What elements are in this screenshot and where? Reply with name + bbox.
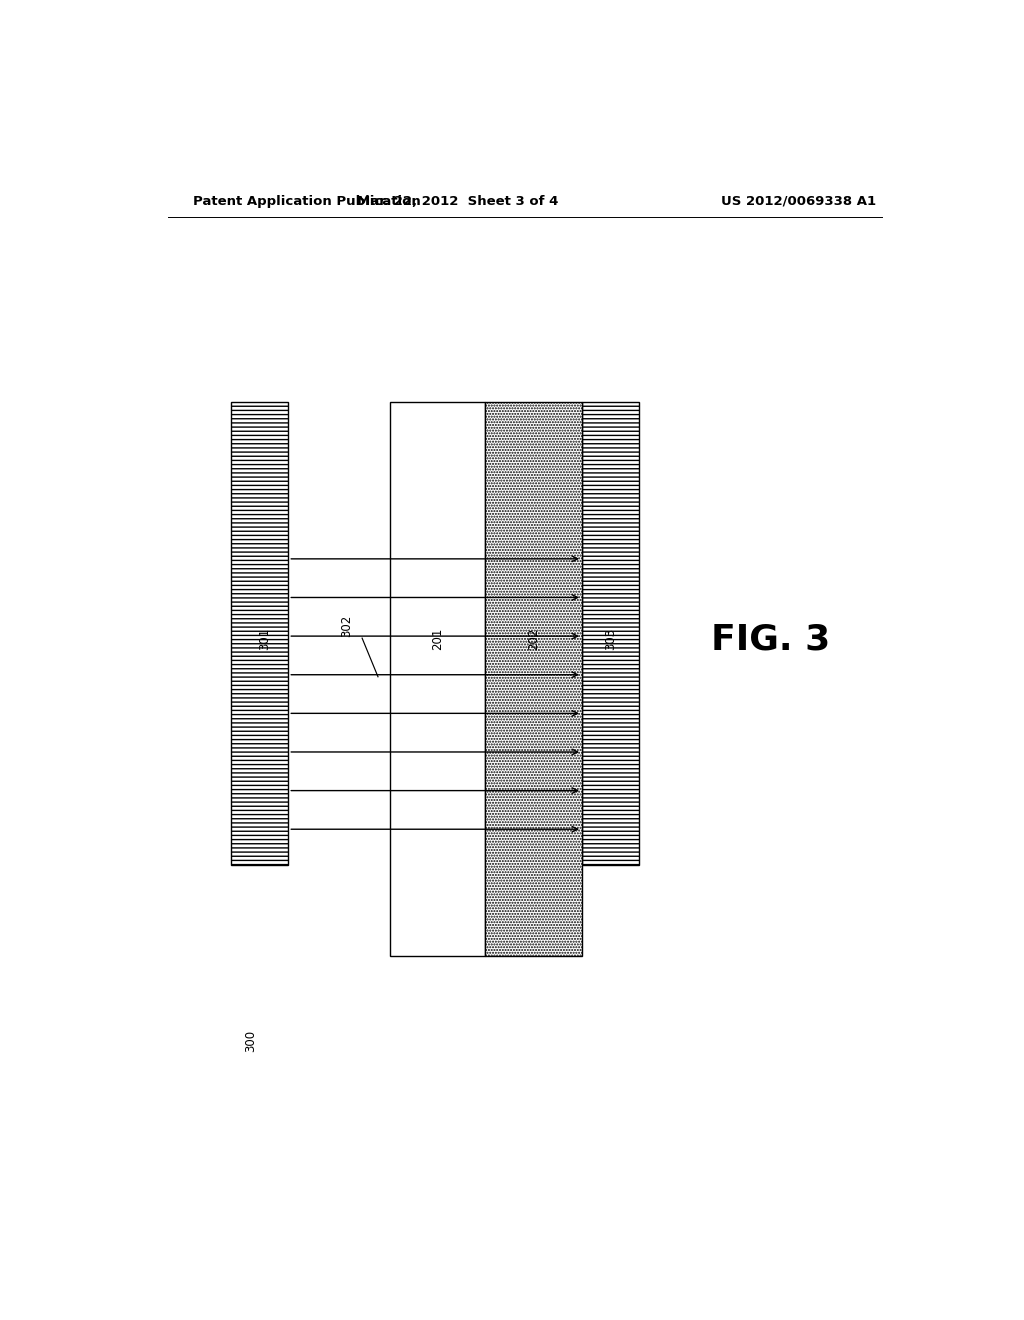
Text: Mar. 22, 2012  Sheet 3 of 4: Mar. 22, 2012 Sheet 3 of 4	[356, 194, 558, 207]
Text: FIG. 3: FIG. 3	[712, 622, 830, 656]
Bar	[390, 403, 485, 956]
Text: 300: 300	[245, 1030, 257, 1052]
Text: 303: 303	[604, 628, 617, 651]
Text: 301: 301	[258, 628, 271, 651]
Bar	[231, 403, 289, 865]
Bar	[582, 403, 639, 865]
Text: 201: 201	[431, 628, 444, 651]
Text: US 2012/0069338 A1: US 2012/0069338 A1	[721, 194, 877, 207]
Text: 202: 202	[527, 628, 540, 651]
Text: Patent Application Publication: Patent Application Publication	[194, 194, 421, 207]
Bar	[485, 403, 582, 956]
Text: 302: 302	[340, 615, 352, 638]
